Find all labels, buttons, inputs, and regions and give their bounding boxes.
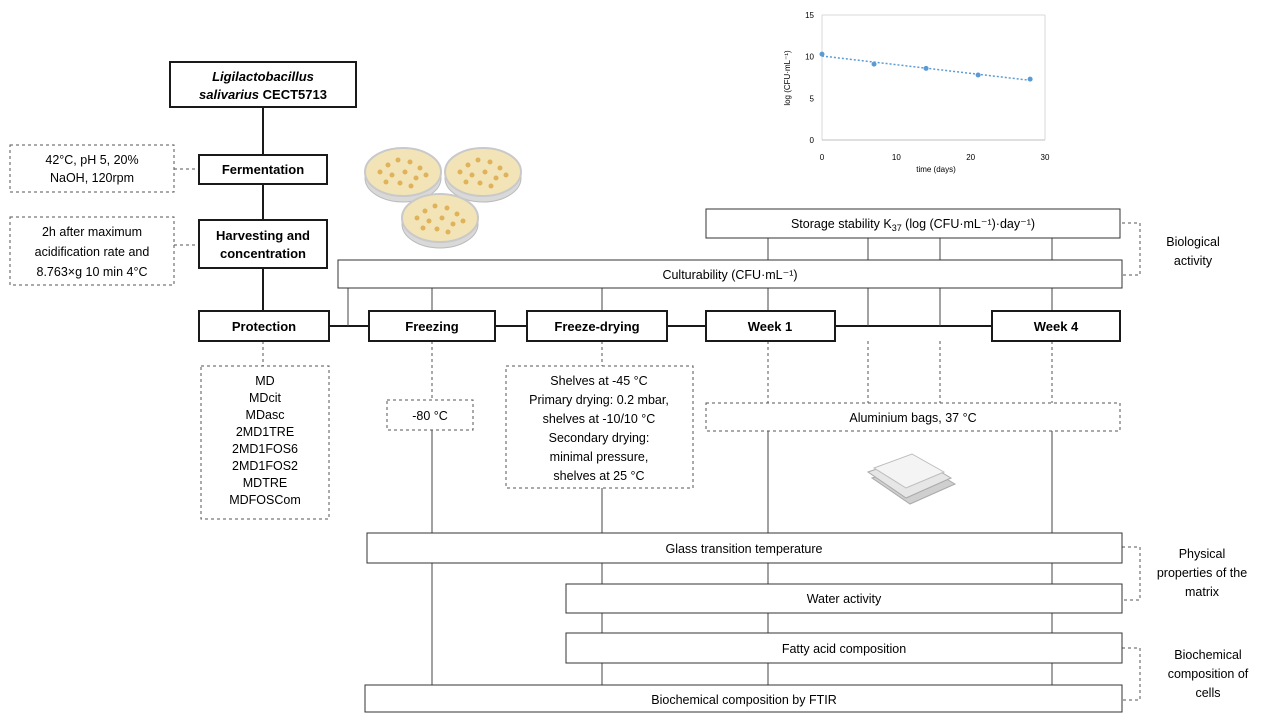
protectant-4: 2MD1TRE	[236, 425, 294, 439]
freeze-drying-condition-2: Primary drying: 0.2 mbar,	[529, 393, 669, 407]
group-biochemical: Biochemical composition of cells	[1168, 648, 1249, 700]
freeze-drying-label: Freeze-drying	[554, 319, 639, 334]
chart-point	[1027, 76, 1033, 82]
group-physical-line-1: Physical	[1179, 547, 1226, 561]
chart-x-tick-label: 0	[820, 153, 825, 162]
organism-box: Ligilactobacillus salivarius CECT5713	[169, 61, 357, 108]
glass-transition-bar: Glass transition temperature	[366, 532, 1123, 564]
chart-point	[975, 72, 981, 78]
chart-y-ticks: 0 5 10 15	[805, 11, 814, 145]
organism-genus: Ligilactobacillus	[212, 69, 314, 84]
petri-dish-icon	[364, 147, 442, 203]
chart-point	[871, 61, 877, 67]
chart-y-tick-label: 15	[805, 11, 814, 20]
protection-box: Protection	[198, 310, 330, 342]
water-activity-bar: Water activity	[565, 583, 1123, 614]
harvesting-label-2: concentration	[220, 246, 306, 261]
storage-stability-label: Storage stability K37 (log (CFU·mL⁻¹)·da…	[791, 217, 1035, 233]
harvesting-condition-3: 8.763×g 10 min 4°C	[37, 265, 148, 279]
group-biochemical-line-1: Biochemical	[1174, 648, 1241, 662]
chart-point	[923, 65, 929, 71]
fatty-acid-label: Fatty acid composition	[782, 642, 906, 656]
connectors	[262, 107, 992, 327]
harvesting-label-1: Harvesting and	[216, 228, 310, 243]
group-biological-line-2: activity	[1174, 254, 1213, 268]
chart-point	[819, 51, 825, 57]
chart-x-label: time (days)	[916, 165, 956, 174]
chart-y-label: log (CFU·mL⁻¹)	[783, 50, 792, 106]
protectant-7: MDTRE	[243, 476, 287, 490]
culturability-bar: Culturability (CFU·mL⁻¹)	[337, 259, 1123, 289]
chart-x-tick-label: 30	[1041, 153, 1050, 162]
chart-x-ticks: 0 10 20 30	[820, 153, 1050, 162]
storage-condition: Aluminium bags, 37 °C	[849, 411, 976, 425]
organism-species: salivarius CECT5713	[199, 87, 327, 102]
group-physical-line-3: matrix	[1185, 585, 1220, 599]
storage-stability-bar: Storage stability K37 (log (CFU·mL⁻¹)·da…	[705, 208, 1121, 239]
petri-dish-icon	[444, 147, 522, 203]
harvesting-box: Harvesting and concentration	[198, 219, 328, 269]
freeze-drying-condition-3: shelves at -10/10 °C	[543, 412, 656, 426]
culturability-label: Culturability (CFU·mL⁻¹)	[662, 268, 797, 282]
harvesting-conditions: 2h after maximum acidification rate and …	[9, 216, 175, 286]
chart-x-tick-label: 10	[892, 153, 901, 162]
dashed-connectors	[174, 168, 1141, 701]
protectant-8: MDFOSCom	[229, 493, 301, 507]
fermentation-condition-1: 42°C, pH 5, 20%	[45, 153, 138, 167]
chart-y-tick-label: 10	[805, 53, 814, 62]
protectant-6: 2MD1FOS2	[232, 459, 298, 473]
group-physical: Physical properties of the matrix	[1157, 547, 1247, 599]
protection-conditions: MD MDcit MDasc 2MD1TRE 2MD1FOS6 2MD1FOS2…	[200, 365, 330, 520]
protectant-2: MDcit	[249, 391, 281, 405]
thin-connectors	[347, 238, 1053, 685]
group-biological-line-1: Biological	[1166, 235, 1220, 249]
aluminium-bags-icon	[866, 453, 957, 505]
chart-y-tick-label: 0	[810, 136, 815, 145]
glass-transition-label: Glass transition temperature	[665, 542, 822, 556]
group-physical-line-2: properties of the	[1157, 566, 1247, 580]
freeze-drying-condition-1: Shelves at -45 °C	[550, 374, 647, 388]
freezing-conditions: -80 °C	[386, 399, 474, 431]
chart-y-tick-label: 5	[810, 94, 815, 103]
protectant-5: 2MD1FOS6	[232, 442, 298, 456]
protection-label: Protection	[232, 319, 296, 334]
fatty-acid-bar: Fatty acid composition	[565, 632, 1123, 664]
freezing-label: Freezing	[405, 319, 459, 334]
freezing-condition: -80 °C	[412, 409, 448, 423]
group-biochemical-line-2: composition of	[1168, 667, 1249, 681]
fermentation-condition-2: NaOH, 120rpm	[50, 171, 134, 185]
week1-label: Week 1	[748, 319, 793, 334]
week4-label: Week 4	[1034, 319, 1079, 334]
fermentation-box: Fermentation	[198, 154, 328, 185]
harvesting-condition-1: 2h after maximum	[42, 225, 142, 239]
protectant-1: MD	[255, 374, 274, 388]
stability-chart: 0 5 10 15 0 10 20 30 time (days) log (CFU·mL⁻¹…	[783, 11, 1050, 174]
protectant-3: MDasc	[246, 408, 285, 422]
chart-x-tick-label: 20	[966, 153, 975, 162]
week4-box: Week 4	[991, 310, 1121, 342]
fermentation-conditions: 42°C, pH 5, 20% NaOH, 120rpm	[9, 144, 175, 193]
storage-conditions: Aluminium bags, 37 °C	[705, 402, 1121, 432]
week1-box: Week 1	[705, 310, 836, 342]
freeze-drying-condition-5: minimal pressure,	[550, 450, 649, 464]
group-biochemical-line-3: cells	[1195, 686, 1220, 700]
ftir-label: Biochemical composition by FTIR	[651, 693, 836, 707]
ftir-bar: Biochemical composition by FTIR	[364, 684, 1123, 713]
petri-dishes-icon	[364, 147, 522, 249]
freeze-drying-box: Freeze-drying	[526, 310, 668, 342]
freeze-drying-condition-4: Secondary drying:	[549, 431, 650, 445]
chart-points	[819, 51, 1033, 82]
freeze-drying-condition-6: shelves at 25 °C	[553, 469, 644, 483]
petri-dish-icon	[401, 193, 479, 249]
harvesting-condition-2: acidification rate and	[35, 245, 150, 259]
group-biological: Biological activity	[1166, 235, 1220, 268]
fermentation-label: Fermentation	[222, 162, 304, 177]
freezing-box: Freezing	[368, 310, 496, 342]
freeze-drying-conditions: Shelves at -45 °C Primary drying: 0.2 mb…	[505, 365, 694, 489]
water-activity-label: Water activity	[807, 592, 882, 606]
